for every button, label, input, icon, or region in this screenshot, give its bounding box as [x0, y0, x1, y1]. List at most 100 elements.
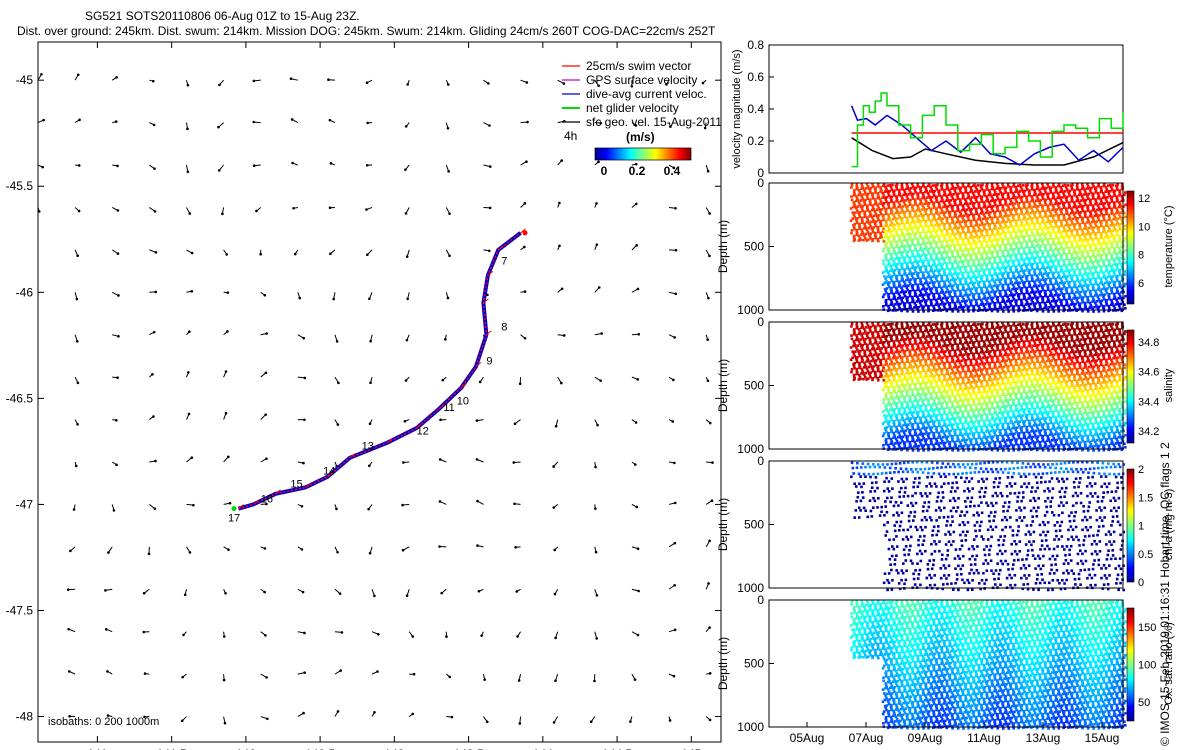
profile-point: [927, 213, 930, 217]
profile-point: [1043, 268, 1047, 271]
profile-point: [1035, 207, 1039, 210]
profile-point: [879, 186, 882, 189]
profile-point: [1078, 226, 1082, 229]
profile-point: [1027, 269, 1030, 273]
vector-arrow: [38, 334, 39, 336]
profile-point: [935, 209, 938, 212]
profile-point: [1054, 243, 1057, 247]
profile-point: [1009, 243, 1012, 247]
profile-point: [961, 228, 965, 232]
vector-arrow-head: [708, 421, 712, 425]
profile-point: [956, 218, 960, 222]
profile-point: [1045, 226, 1049, 230]
profile-point: [950, 274, 954, 277]
profile-point: [916, 238, 920, 241]
profile-point: [961, 216, 964, 219]
profile-point: [956, 182, 959, 186]
profile-point: [990, 207, 994, 210]
profile-point: [983, 273, 986, 277]
profile-point: [932, 261, 936, 264]
profile-point: [949, 199, 953, 202]
profile-point: [911, 253, 915, 257]
profile-point: [913, 248, 917, 252]
colorbar-tick-0: 0: [601, 164, 608, 178]
profile-point: [988, 273, 991, 276]
profile-point: [1030, 188, 1034, 191]
profile-point: [996, 216, 999, 220]
profile-point: [1091, 204, 1095, 207]
profile-point: [1066, 223, 1070, 227]
profile-point: [1006, 204, 1010, 207]
vector-arrow-head: [302, 461, 305, 465]
profile-point: [1003, 256, 1007, 259]
profile-point: [932, 192, 935, 195]
profile-point: [913, 306, 916, 309]
map-axes: 141141.5142142.5143143.5144144.5145-45-4…: [6, 42, 721, 750]
profile-point: [1036, 221, 1039, 225]
profile-point: [1018, 201, 1021, 205]
profile-point: [940, 277, 944, 281]
profile-point: [1068, 204, 1071, 208]
profile-point: [1072, 297, 1075, 300]
profile-point: [1056, 283, 1060, 286]
profile-point: [980, 288, 983, 291]
profile-point: [942, 246, 946, 250]
profile-point: [930, 212, 933, 215]
vector-arrow-head: [637, 332, 641, 336]
profile-point: [921, 249, 925, 253]
profile-point: [1014, 236, 1017, 239]
profile-point: [969, 277, 972, 280]
profile-point: [948, 306, 952, 310]
profile-point: [1071, 229, 1074, 232]
profile-point: [1000, 186, 1003, 190]
profile-point: [1036, 262, 1039, 265]
profile-point: [1039, 198, 1043, 202]
profile-point: [999, 232, 1003, 236]
profile-point: [991, 308, 994, 311]
profile-point: [985, 188, 989, 191]
profile-point: [876, 230, 880, 234]
profile-point: [1081, 262, 1084, 265]
profile-point: [849, 207, 853, 210]
profile-point: [975, 241, 979, 244]
profile-point: [1026, 302, 1030, 306]
profile-point: [878, 208, 881, 212]
profile-point: [1055, 246, 1058, 249]
profile-point: [901, 232, 904, 235]
profile-point: [898, 223, 901, 226]
profile-point: [958, 214, 961, 218]
profile-point: [985, 242, 989, 246]
profile-point: [1107, 192, 1110, 195]
profile-point: [1006, 274, 1010, 278]
profile-point: [901, 278, 904, 281]
profile-point: [871, 197, 875, 200]
profile-point: [909, 272, 913, 275]
profile-point: [1094, 301, 1097, 305]
profile-point: [1039, 191, 1042, 194]
profile-point: [964, 235, 968, 238]
profile-point: [901, 209, 904, 213]
profile-point: [1030, 183, 1034, 186]
profile-point: [986, 301, 989, 304]
profile-point: [896, 211, 900, 214]
profile-point: [993, 210, 997, 214]
profile-point: [1118, 271, 1121, 275]
profile-point: [909, 191, 912, 194]
profile-point: [1009, 270, 1013, 273]
profile-point: [931, 281, 935, 285]
profile-point: [984, 263, 988, 267]
profile-point: [1091, 250, 1095, 253]
profile-point: [1102, 237, 1105, 241]
profile-point: [1012, 183, 1016, 186]
profile-point: [1027, 225, 1031, 229]
profile-point: [1033, 225, 1037, 229]
profile-point: [965, 208, 969, 211]
profile-point: [989, 290, 993, 294]
profile-point: [975, 210, 978, 214]
vector-arrow-head: [147, 552, 151, 556]
profile-point: [870, 220, 873, 224]
profile-point: [974, 196, 977, 199]
profile-point: [1031, 232, 1034, 235]
profile-point: [953, 247, 957, 250]
depth-colorbar: [1126, 190, 1135, 305]
